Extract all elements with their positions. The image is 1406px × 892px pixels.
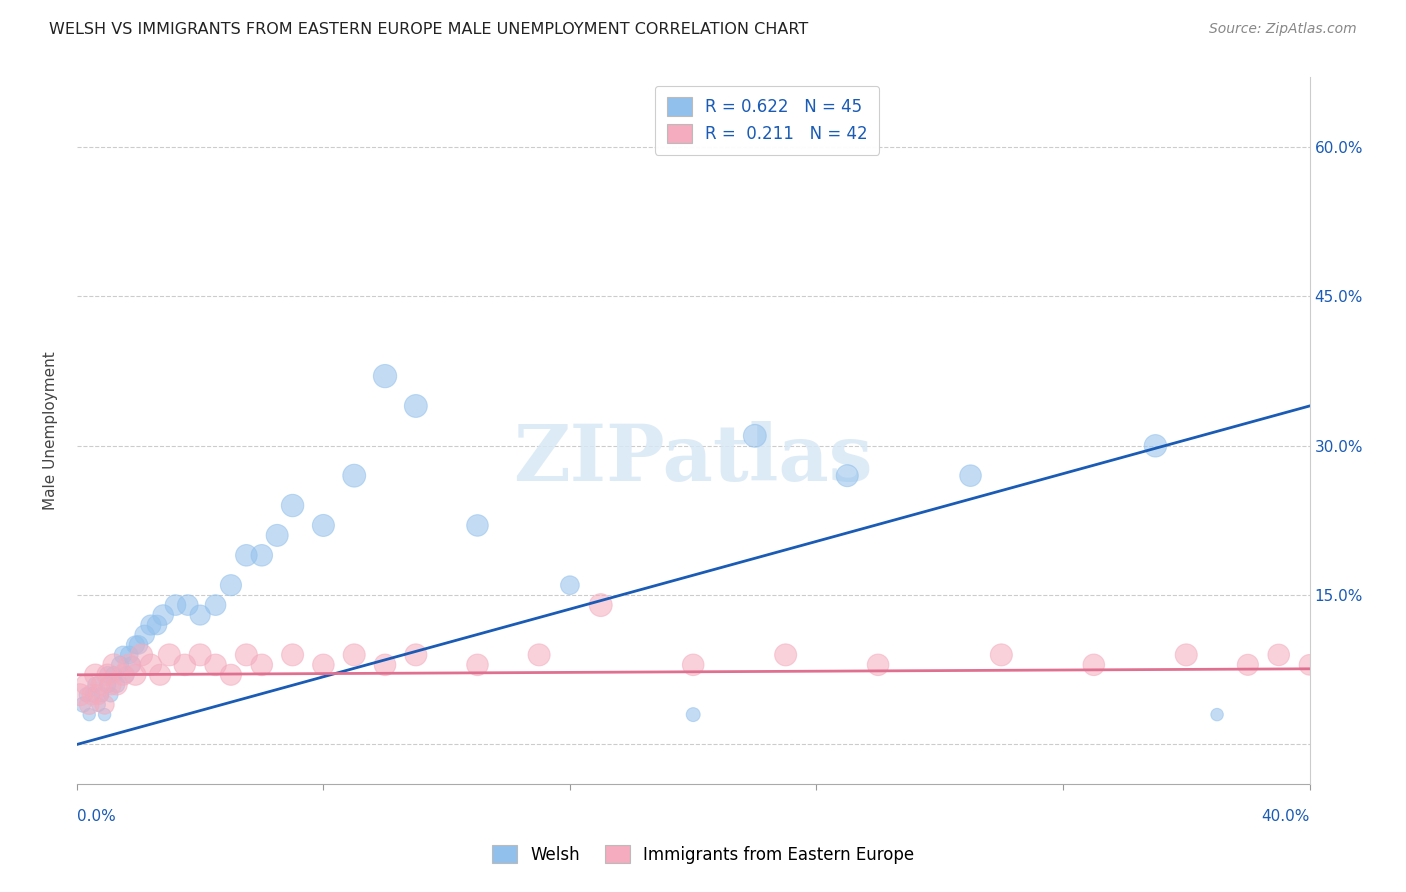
Point — [105, 678, 128, 692]
Text: 40.0%: 40.0% — [1261, 809, 1309, 824]
Point — [219, 667, 242, 681]
Point — [77, 698, 100, 712]
Point — [1298, 657, 1320, 672]
Point — [1267, 648, 1289, 662]
Point — [558, 578, 581, 592]
Point — [312, 657, 335, 672]
Point — [1237, 657, 1260, 672]
Point — [682, 657, 704, 672]
Point — [82, 688, 104, 702]
Point — [87, 688, 110, 702]
Point — [343, 468, 366, 483]
Point — [121, 657, 143, 672]
Point — [775, 648, 797, 662]
Point — [165, 598, 187, 612]
Point — [266, 528, 288, 542]
Point — [374, 657, 396, 672]
Point — [219, 578, 242, 592]
Point — [146, 618, 169, 632]
Point — [467, 518, 489, 533]
Point — [152, 608, 174, 623]
Point — [837, 468, 859, 483]
Point — [235, 549, 257, 563]
Point — [100, 688, 122, 702]
Point — [108, 657, 131, 672]
Point — [139, 657, 162, 672]
Point — [97, 667, 120, 681]
Point — [77, 707, 100, 722]
Legend: R = 0.622   N = 45, R =  0.211   N = 42: R = 0.622 N = 45, R = 0.211 N = 42 — [655, 86, 879, 155]
Point — [75, 678, 97, 692]
Point — [990, 648, 1012, 662]
Point — [84, 678, 107, 692]
Point — [84, 667, 107, 681]
Text: WELSH VS IMMIGRANTS FROM EASTERN EUROPE MALE UNEMPLOYMENT CORRELATION CHART: WELSH VS IMMIGRANTS FROM EASTERN EUROPE … — [49, 22, 808, 37]
Point — [1175, 648, 1198, 662]
Point — [103, 667, 125, 681]
Point — [343, 648, 366, 662]
Point — [188, 648, 211, 662]
Point — [72, 698, 94, 712]
Text: 0.0%: 0.0% — [77, 809, 115, 824]
Point — [281, 648, 304, 662]
Point — [115, 667, 138, 681]
Point — [1083, 657, 1105, 672]
Point — [250, 549, 273, 563]
Point — [82, 688, 104, 702]
Point — [118, 657, 141, 672]
Point — [173, 657, 195, 672]
Point — [281, 499, 304, 513]
Point — [589, 598, 612, 612]
Point — [124, 638, 146, 652]
Point — [959, 468, 981, 483]
Point — [100, 678, 122, 692]
Point — [112, 648, 135, 662]
Point — [204, 598, 226, 612]
Point — [75, 688, 97, 702]
Point — [467, 657, 489, 672]
Text: Source: ZipAtlas.com: Source: ZipAtlas.com — [1209, 22, 1357, 37]
Point — [97, 678, 120, 692]
Point — [1206, 707, 1229, 722]
Point — [177, 598, 200, 612]
Point — [128, 638, 150, 652]
Point — [124, 667, 146, 681]
Point — [112, 667, 135, 681]
Point — [204, 657, 226, 672]
Point — [188, 608, 211, 623]
Point — [139, 618, 162, 632]
Point — [69, 688, 91, 702]
Point — [118, 648, 141, 662]
Point — [682, 707, 704, 722]
Point — [405, 399, 427, 413]
Legend: Welsh, Immigrants from Eastern Europe: Welsh, Immigrants from Eastern Europe — [485, 838, 921, 871]
Point — [90, 688, 112, 702]
Point — [93, 698, 115, 712]
Point — [527, 648, 550, 662]
Point — [235, 648, 257, 662]
Point — [1144, 439, 1167, 453]
Point — [103, 657, 125, 672]
Point — [250, 657, 273, 672]
Point — [868, 657, 890, 672]
Text: ZIPatlas: ZIPatlas — [513, 421, 873, 497]
Point — [93, 707, 115, 722]
Point — [744, 429, 766, 443]
Point — [90, 678, 112, 692]
Point — [405, 648, 427, 662]
Y-axis label: Male Unemployment: Male Unemployment — [44, 351, 58, 510]
Point — [105, 678, 128, 692]
Point — [149, 667, 172, 681]
Point — [87, 698, 110, 712]
Point — [157, 648, 180, 662]
Point — [97, 667, 120, 681]
Point — [131, 648, 153, 662]
Point — [312, 518, 335, 533]
Point — [134, 628, 156, 642]
Point — [374, 369, 396, 384]
